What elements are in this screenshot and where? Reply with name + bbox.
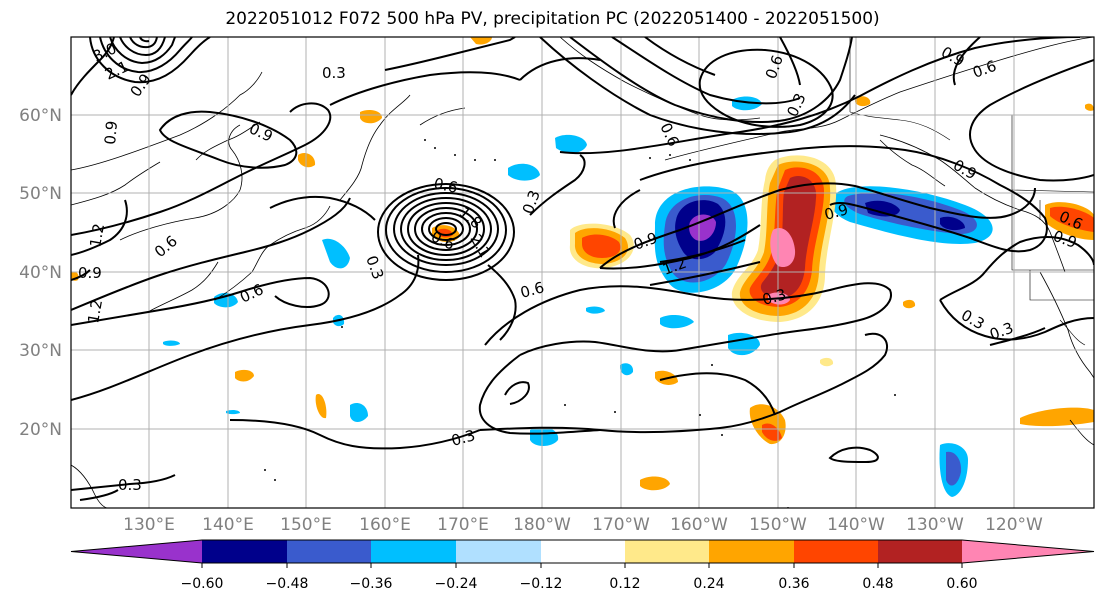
lat-label: 50°N (19, 184, 62, 204)
lon-labels: 130°E 140°E 150°E 160°E 170°E 180°W 170°… (123, 515, 1043, 535)
lon-label: 150°E (280, 515, 332, 535)
lon-label: 130°E (123, 515, 175, 535)
colorbar-swatch (287, 540, 371, 563)
map-panel: 3.0 2.1 0.9 0.3 0.9 0.9 0.6 1.8 2.1 0.6 … (19, 36, 1095, 535)
contour-label: 1.2 (84, 298, 106, 325)
lat-label: 20°N (19, 420, 62, 440)
contour-label: 0.3 (449, 426, 477, 450)
colorbar-swatch (371, 540, 456, 563)
contour-label: 0.3 (760, 285, 788, 309)
colorbar-swatches (70, 539, 1095, 568)
lon-label: 130°W (906, 515, 964, 535)
colorbar-tick-label: 0.48 (862, 576, 893, 592)
lon-label: 140°W (827, 515, 885, 535)
lat-label: 60°N (19, 106, 62, 126)
colorbar-tick-label: −0.48 (266, 576, 309, 592)
contour-label: 1.2 (86, 222, 108, 249)
contour-label: 0.3 (322, 64, 346, 82)
contour-label: 0.3 (118, 476, 142, 494)
island-dots (264, 139, 896, 508)
border-layer (849, 37, 1094, 346)
lon-label: 150°W (749, 515, 807, 535)
colorbar-swatch (541, 540, 625, 563)
colorbar-tick-label: −0.60 (181, 576, 224, 592)
colorbar-tick-label: 0.12 (609, 576, 640, 592)
contour-label: 0.9 (822, 200, 850, 224)
pv-contour-layer (71, 37, 1094, 501)
colorbar-swatch (202, 540, 287, 563)
contour-label: 0.9 (78, 264, 102, 282)
colorbar-swatch (625, 540, 709, 563)
colorbar-tick-label: −0.36 (350, 576, 393, 592)
colorbar-tick-label: −0.12 (520, 576, 563, 592)
lon-label: 140°E (202, 515, 254, 535)
chart-title: 2022051012 F072 500 hPa PV, precipitatio… (225, 9, 880, 29)
colorbar-tick-label: 0.24 (693, 576, 724, 592)
lon-label: 170°E (437, 515, 489, 535)
contour-label: 0.6 (432, 174, 459, 197)
contour-label: 0.6 (518, 278, 546, 302)
colorbar-swatch (794, 540, 878, 563)
lon-label: 160°W (670, 515, 728, 535)
colorbar-tick-label: 0.60 (946, 576, 977, 592)
lon-label: 120°W (985, 515, 1043, 535)
lon-label: 160°E (359, 515, 411, 535)
map-frame (70, 36, 1095, 509)
colorbar-tick-label: 0.36 (778, 576, 809, 592)
colorbar-extend-high (962, 540, 1094, 563)
lat-labels: 60°N 50°N 40°N 30°N 20°N (19, 106, 62, 440)
colorbar-tick-label: −0.24 (435, 576, 478, 592)
colorbar-swatch (878, 540, 962, 563)
colorbar-extend-low (71, 540, 202, 563)
colorbar-swatch (456, 540, 541, 563)
lat-label: 30°N (19, 341, 62, 361)
lat-label: 40°N (19, 263, 62, 283)
colorbar-ticks: −0.60 −0.48 −0.36 −0.24 −0.12 0.12 0.24 … (181, 576, 978, 592)
lon-label: 170°W (592, 515, 650, 535)
contour-label: 0.9 (101, 120, 121, 145)
colorbar-outline (70, 539, 1095, 564)
colorbar-swatch (709, 540, 794, 563)
lon-label: 180°W (513, 515, 571, 535)
